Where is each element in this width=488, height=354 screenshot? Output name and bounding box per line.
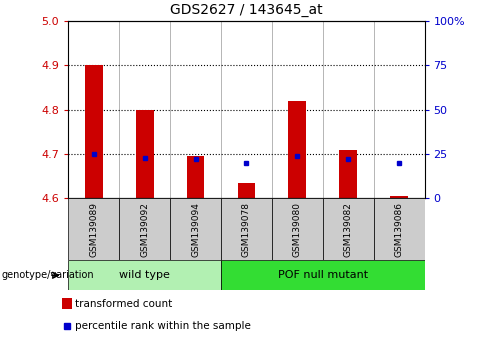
Title: GDS2627 / 143645_at: GDS2627 / 143645_at [170,4,323,17]
Text: GSM139094: GSM139094 [191,202,200,257]
Text: GSM139092: GSM139092 [140,202,149,257]
Bar [221,198,272,260]
Bar [272,198,323,260]
Bar [85,65,102,198]
Bar [288,101,306,198]
Text: genotype/variation: genotype/variation [1,270,94,280]
Bar [136,110,154,198]
Bar [339,150,357,198]
Text: GSM139089: GSM139089 [89,202,98,257]
Text: transformed count: transformed count [76,298,173,309]
Bar [68,260,221,290]
Bar [62,298,72,309]
Bar [374,198,425,260]
Text: GSM139086: GSM139086 [395,202,404,257]
Bar [119,198,170,260]
Bar [170,198,221,260]
Text: GSM139080: GSM139080 [293,202,302,257]
Text: GSM139082: GSM139082 [344,202,353,257]
Bar [221,260,425,290]
Bar [323,198,374,260]
Text: POF null mutant: POF null mutant [278,270,368,280]
Bar [186,156,204,198]
Bar [68,198,119,260]
Bar [238,183,255,198]
Text: wild type: wild type [119,270,170,280]
Bar [390,196,408,198]
Text: percentile rank within the sample: percentile rank within the sample [76,321,251,331]
Text: GSM139078: GSM139078 [242,202,251,257]
